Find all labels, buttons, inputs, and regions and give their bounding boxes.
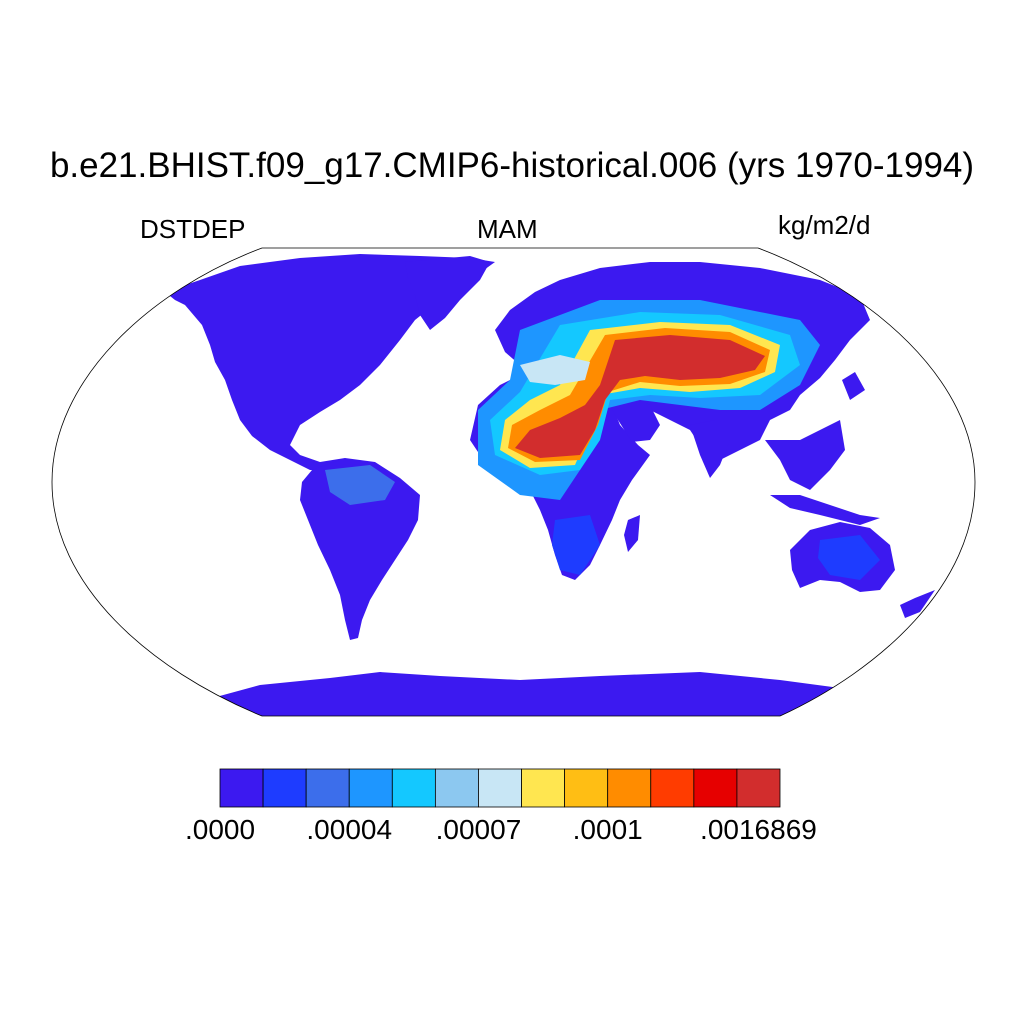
antarctica <box>200 672 860 716</box>
colorbar-swatch <box>693 768 738 808</box>
dust-amazon <box>325 465 395 505</box>
southeast-asia <box>740 420 845 490</box>
plot-title: b.e21.BHIST.f09_g17.CMIP6-historical.006… <box>49 146 975 185</box>
colorbar-swatch <box>607 768 652 808</box>
units-label: kg/m2/d <box>778 210 871 240</box>
map-boundary <box>51 247 976 717</box>
colorbar-tick-label: .0016869 <box>700 814 817 845</box>
colorbar-swatch <box>305 768 350 808</box>
dust-south-africa <box>552 515 600 575</box>
dust-high-core <box>515 335 765 458</box>
dust-pale-fringe <box>520 355 590 385</box>
greenland <box>405 256 490 330</box>
north-america <box>165 254 495 470</box>
colorbar-swatch <box>736 768 781 808</box>
south-america <box>300 458 420 640</box>
colorbar-tick-label: .00007 <box>435 814 522 845</box>
india <box>690 420 730 478</box>
colorbar-tick-label: .00004 <box>306 814 393 845</box>
dust-deposition-field <box>325 300 880 580</box>
colorbar <box>219 768 781 808</box>
colorbar-swatch <box>564 768 609 808</box>
indonesia <box>770 495 880 525</box>
dust-australia <box>818 535 880 580</box>
colorbar-tick-label: .0001 <box>572 814 643 845</box>
variable-label: DSTDEP <box>140 214 246 244</box>
madagascar <box>624 515 640 552</box>
japan <box>842 372 865 400</box>
colorbar-swatch <box>478 768 522 808</box>
colorbar-tick-label: .0000 <box>184 814 256 845</box>
colorbar-swatch <box>521 768 566 808</box>
colorbar-swatch <box>391 768 436 808</box>
colorbar-swatch <box>434 768 479 808</box>
new-zealand <box>900 590 935 618</box>
colorbar-swatch <box>650 768 695 808</box>
colorbar-swatch <box>262 768 307 808</box>
season-label: MAM <box>477 214 538 244</box>
colorbar-swatch <box>219 768 264 808</box>
colorbar-swatch <box>348 768 393 808</box>
